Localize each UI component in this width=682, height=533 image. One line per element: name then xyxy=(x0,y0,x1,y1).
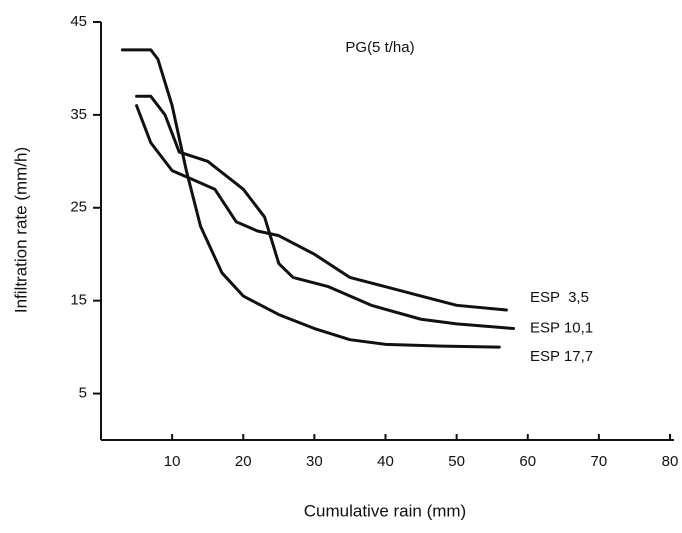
x-tick-label: 30 xyxy=(306,453,323,470)
x-tick-label: 40 xyxy=(377,453,394,470)
y-tick-label: 5 xyxy=(79,385,87,402)
line xyxy=(120,48,501,349)
x-tick-label: 60 xyxy=(519,453,536,470)
y-tick-label: 15 xyxy=(70,292,87,309)
y-axis-title: Infiltration rate (mm/h) xyxy=(11,147,30,313)
x-tick-label: 70 xyxy=(591,453,608,470)
series-label: ESP 10,1 xyxy=(530,320,593,337)
x-tick-label: 80 xyxy=(662,453,679,470)
x-axis-title: Cumulative rain (mm) xyxy=(304,501,466,520)
x-tick-label: 10 xyxy=(164,453,181,470)
series-label: ESP 3,5 xyxy=(530,289,589,306)
x-tick-label: 20 xyxy=(235,453,252,470)
y-tick-label: 35 xyxy=(70,106,87,123)
line xyxy=(135,104,508,312)
y-tick-label: 25 xyxy=(70,199,87,216)
chart-title: PG(5 t/ha) xyxy=(345,39,414,56)
line xyxy=(135,94,516,331)
series-label: ESP 17,7 xyxy=(530,348,593,365)
y-tick-label: 45 xyxy=(70,13,87,30)
x-tick-label: 50 xyxy=(448,453,465,470)
